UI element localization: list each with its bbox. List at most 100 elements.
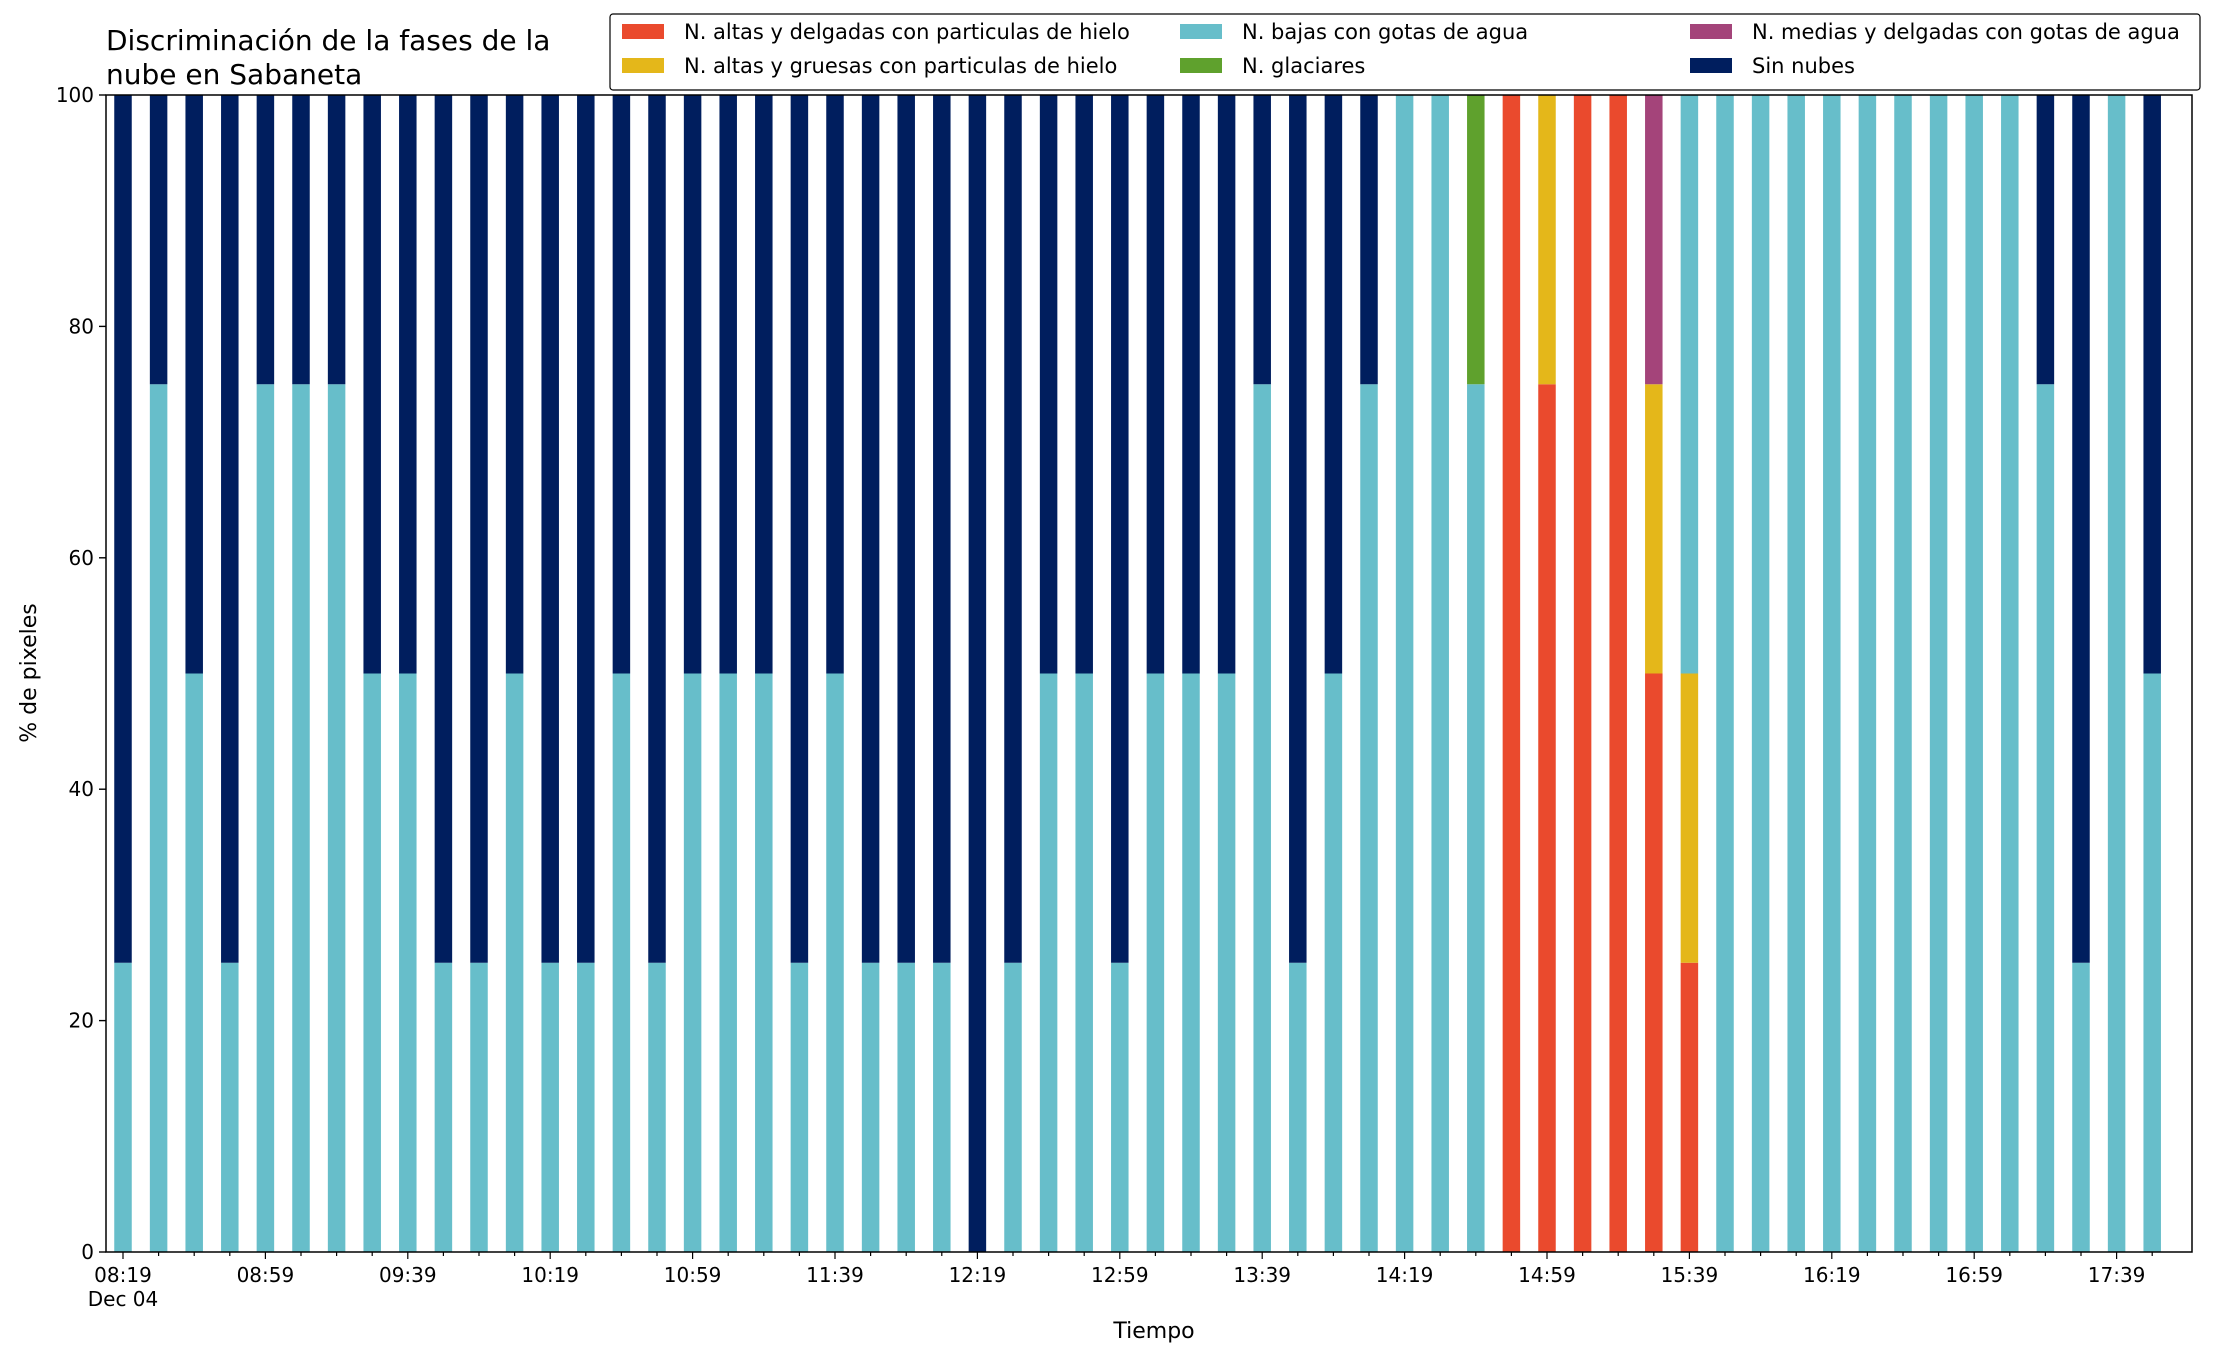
bar-segment-2-1	[149, 384, 168, 1252]
bar-segment-5-22	[897, 95, 915, 963]
bar-segment-2-29	[1146, 673, 1165, 1252]
x-tick-sublabel: Dec 04	[88, 1287, 159, 1311]
bar-segment-5-20	[826, 95, 844, 674]
legend-label: N. medias y delgadas con gotas de agua	[1752, 20, 2180, 44]
bar-segment-2-36	[1395, 95, 1414, 1252]
bar-segment-2-49	[1858, 95, 1877, 1252]
bar-segment-2-11	[505, 673, 524, 1252]
bar-segment-2-47	[1787, 95, 1805, 1252]
bar-segment-5-33	[1289, 95, 1307, 963]
bar-segment-2-48	[1823, 95, 1841, 1252]
bar-segment-2-0	[114, 962, 132, 1252]
x-tick-label: 09:39	[379, 1263, 437, 1287]
bar-segment-5-35	[1360, 95, 1378, 385]
bar-segment-2-3	[221, 962, 239, 1252]
bar-segment-5-9	[434, 95, 453, 963]
bar-segment-5-21	[861, 95, 880, 963]
legend-swatch	[1690, 24, 1732, 39]
bar-segment-5-23	[933, 95, 951, 963]
y-axis-label: % de pixeles	[17, 603, 42, 742]
bar-segment-5-12	[541, 95, 559, 963]
bar-segment-2-7	[363, 673, 381, 1252]
bar-segment-5-3	[221, 95, 239, 963]
bar-segment-5-55	[2072, 95, 2090, 963]
legend-label: Sin nubes	[1752, 54, 1855, 78]
legend-label: N. altas y gruesas con particulas de hie…	[684, 54, 1117, 78]
y-tick-label: 40	[69, 777, 94, 801]
bar-segment-0-39	[1502, 95, 1521, 1252]
chart-title: Discriminación de la fases de la nube en…	[106, 24, 550, 91]
bar-segment-2-2	[185, 673, 203, 1252]
bar-segment-5-25	[1004, 95, 1022, 963]
bar-segment-2-18	[755, 673, 773, 1252]
bar-segment-5-2	[185, 95, 203, 674]
x-tick-label: 15:39	[1661, 1263, 1719, 1287]
x-tick-label: 08:19	[94, 1263, 152, 1287]
bar-segment-2-16	[683, 673, 702, 1252]
bar-segment-5-14	[612, 95, 631, 674]
chart-title-line-2: nube en Sabaneta	[106, 58, 362, 91]
bar-segment-2-30	[1182, 673, 1200, 1252]
bar-segment-2-51	[1929, 95, 1948, 1252]
x-tick-label: 08:59	[237, 1263, 295, 1287]
bar-segment-5-13	[577, 95, 595, 963]
x-tick-label: 13:39	[1233, 1263, 1291, 1287]
bar-segment-5-16	[683, 95, 702, 674]
bar-segment-0-44	[1680, 962, 1699, 1252]
legend-label: N. bajas con gotas de agua	[1242, 20, 1528, 44]
bar-segment-2-26	[1039, 673, 1058, 1252]
bars-layer	[114, 95, 2161, 1252]
bar-segment-2-55	[2072, 962, 2090, 1252]
bar-segment-2-9	[434, 962, 453, 1252]
bar-segment-2-50	[1894, 95, 1912, 1252]
bar-segment-2-37	[1431, 95, 1449, 1252]
legend-swatch	[1180, 58, 1222, 73]
legend-label: N. altas y delgadas con particulas de hi…	[684, 20, 1130, 44]
bar-segment-2-54	[2036, 384, 2055, 1252]
y-tick-label: 0	[81, 1240, 94, 1264]
chart-title-line-1: Discriminación de la fases de la	[106, 24, 550, 57]
bar-segment-1-44	[1680, 673, 1699, 963]
bar-segment-5-31	[1217, 95, 1236, 674]
bar-segment-5-15	[648, 95, 666, 963]
plot-frame	[105, 94, 2193, 1253]
bar-segment-5-26	[1039, 95, 1058, 674]
bar-segment-2-5	[292, 384, 310, 1252]
bar-segment-2-57	[2143, 673, 2161, 1252]
bar-segment-5-8	[399, 95, 417, 674]
bar-segment-2-44	[1680, 95, 1699, 674]
y-tick-label: 100	[56, 83, 94, 107]
legend-swatch	[1690, 58, 1732, 73]
bar-segment-5-4	[256, 95, 275, 385]
bar-segment-5-6	[327, 95, 346, 385]
bar-segment-5-34	[1324, 95, 1343, 674]
bar-segment-2-4	[256, 384, 275, 1252]
bar-segment-5-11	[505, 95, 524, 674]
bar-segment-0-42	[1609, 95, 1627, 1252]
x-tick-label: 17:39	[2088, 1263, 2146, 1287]
bar-segment-2-56	[2107, 95, 2126, 1252]
bar-segment-5-29	[1146, 95, 1165, 674]
bar-segment-5-0	[114, 95, 132, 963]
bar-segment-5-27	[1075, 95, 1093, 674]
legend: N. altas y delgadas con particulas de hi…	[609, 13, 2201, 91]
legend-swatch	[622, 58, 664, 73]
bar-segment-2-13	[577, 962, 595, 1252]
bar-segment-2-45	[1716, 95, 1734, 1252]
bar-segment-2-25	[1004, 962, 1022, 1252]
bar-segment-2-31	[1217, 673, 1236, 1252]
x-tick-label: 16:59	[1945, 1263, 2003, 1287]
bar-segment-2-34	[1324, 673, 1343, 1252]
x-tick-label: 10:59	[664, 1263, 722, 1287]
bar-segment-2-53	[2001, 95, 2019, 1252]
bar-segment-2-17	[719, 673, 737, 1252]
bar-segment-2-32	[1253, 384, 1271, 1252]
bar-segment-4-43	[1645, 95, 1663, 385]
bar-segment-5-5	[292, 95, 310, 385]
y-tick-label: 80	[69, 314, 94, 338]
bar-segment-5-7	[363, 95, 381, 674]
bar-segment-0-40	[1538, 384, 1556, 1252]
bar-segment-5-30	[1182, 95, 1200, 674]
